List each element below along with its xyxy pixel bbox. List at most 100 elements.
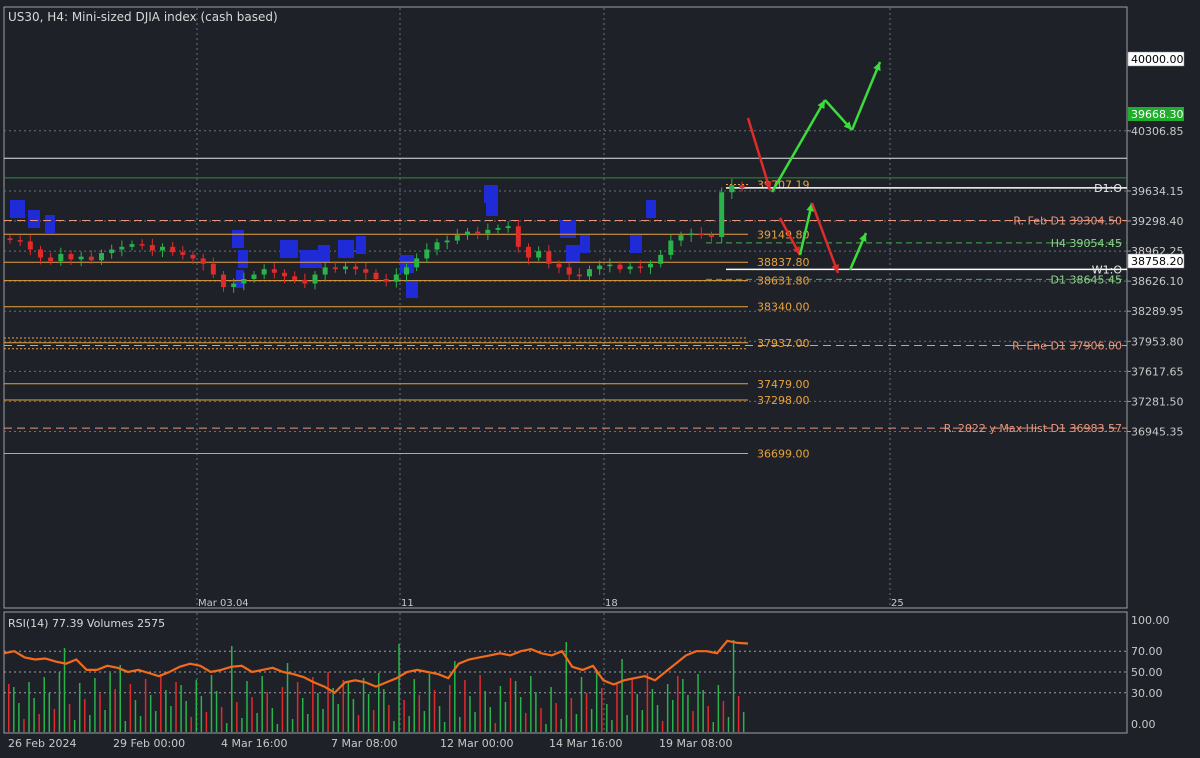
candle-body [88,256,94,261]
candle-body [546,251,552,264]
candle-body [739,185,745,188]
candle-body [363,269,369,273]
price-tag-current: 39668.30 [1128,107,1184,121]
price-tag-w1-open-text: 38758.20 [1131,255,1184,268]
volume-bar [626,715,628,732]
candle-body [160,246,165,251]
horizontal-levels: 39707.19 39149.80 38837.80 38631.80 38340.00… [4,157,1127,461]
projection-arrow [798,202,814,256]
candle-body [190,254,196,259]
volume-bar [124,721,127,732]
candle-body [536,251,542,258]
volume-bar [459,717,461,732]
time-tick-label: 4 Mar 16:00 [221,737,287,750]
level-label: 39149.80 [757,228,810,241]
volume-bar [636,694,638,732]
volume-bar [408,716,410,732]
candle-body [170,246,176,253]
price-tag-40000-text: 40000.00 [1131,53,1184,66]
level-label: R. Feb D1 39304.50 [1013,214,1122,227]
volume-bar [48,693,51,732]
candle-body [719,192,725,237]
candle-body [515,226,521,247]
volume-bar [104,710,106,732]
level-label: 39707.19 [757,178,810,191]
candle-body [678,235,684,241]
projection-arrowhead [817,100,825,109]
volume-bar [737,696,740,732]
price-tick-label: 37953.80 [1131,335,1184,348]
volume-bar [13,687,15,732]
volume-bar [352,699,355,732]
candle-body [241,279,247,284]
volume-bar [519,697,522,732]
candle-body [27,241,33,250]
date-tick-label: Mar 03.04 [198,598,249,609]
time-tick-label: 12 Mar 00:00 [440,737,513,750]
volume-bar [170,706,172,732]
volume-bar [611,720,613,732]
volume-bar [499,686,502,732]
volume-bar [403,700,405,732]
volume-bar [251,697,253,732]
date-tick-label: 25 [891,598,904,609]
candle-body [444,240,450,243]
volume-bar [428,674,431,732]
volume-bar [53,709,56,732]
profile-block [45,215,55,233]
volume-bar [220,707,223,732]
volume-bar [241,718,243,732]
volume-bar [119,665,122,732]
candle-body [129,244,135,247]
volume-bar [398,644,400,732]
candle-body [322,267,328,275]
volume-bar [307,714,309,732]
volume-bar [702,690,704,732]
volume-bar [301,698,304,732]
price-panel-frame [3,6,1128,609]
volume-bar [367,694,370,732]
volume-bar [28,682,30,732]
volume-bar [144,679,147,732]
candle-body [231,283,237,288]
candle-body [99,253,104,261]
profile-block [486,198,498,216]
candles [7,178,745,293]
volume-bar [454,661,456,732]
candle-body [576,274,582,277]
candle-body [485,229,491,234]
volume-bar [84,699,86,732]
volume-bar [570,698,573,732]
time-tick-label: 7 Mar 08:00 [331,737,397,750]
candle-body [68,253,74,260]
price-axis: 40306.8539634.1539298.4038962.2538626.10… [1127,125,1184,438]
volume-bar [443,722,446,732]
rsi-tick-label: 30.00 [1131,687,1163,700]
volume-bar [606,704,608,732]
projection-arrows [746,61,882,274]
volume-bar [484,691,486,732]
volume-bar [712,722,715,732]
candle-body [495,228,501,230]
rsi-indicator: 100.00 70.00 50.00 30.00 0.00 26 Feb 2024 29 F… [3,613,1170,750]
volume-bar [707,706,709,732]
volume-bar [479,675,481,732]
candle-body [637,266,643,268]
price-tag-w1-open: 38758.20 [1127,253,1185,269]
candle-body [119,246,125,250]
level-label: 38837.80 [757,256,810,269]
volume-bar [742,712,745,732]
rsi-title: RSI(14) 77.39 Volumes 2575 [8,617,165,630]
volume-bar [342,680,345,732]
volume-bar [474,712,476,732]
candle-body [58,253,64,262]
volume-bar [256,713,258,732]
volume-bar [555,703,557,732]
candle-body [597,265,603,270]
level-label: 36699.00 [757,448,810,461]
volume-bar [677,676,679,732]
volume-bar [697,674,699,732]
volume-bar [109,673,111,732]
candle-body [424,249,430,259]
